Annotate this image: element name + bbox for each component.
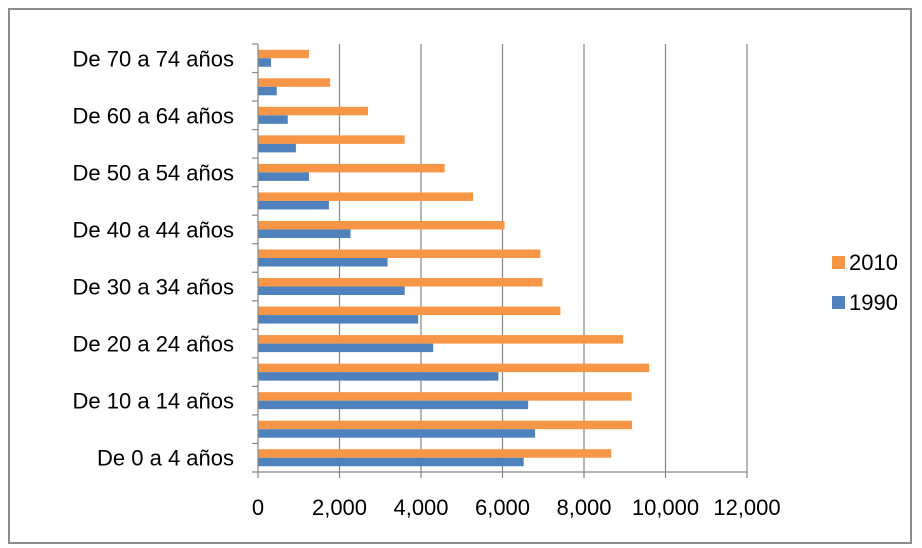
x-tick-label: 4,000 — [393, 495, 448, 520]
category-label: De 60 a 64 años — [73, 103, 234, 128]
bar-2010 — [258, 49, 309, 59]
bar-1990 — [258, 343, 434, 353]
bar-1990 — [258, 457, 524, 467]
bar-1990 — [258, 58, 272, 67]
bar-2010 — [258, 249, 541, 258]
x-tick-labels: 0 2,000 4,000 6,000 8,000 10,000 12,000 — [252, 495, 781, 520]
axes — [252, 43, 748, 478]
x-tick-label: 0 — [252, 495, 264, 520]
category-label: De 40 a 44 años — [73, 217, 234, 242]
bar-2010 — [258, 163, 445, 173]
bar-2010 — [258, 135, 405, 144]
category-labels: De 0 a 4 años De 10 a 14 años De 20 a 24 a… — [73, 46, 234, 470]
category-label: De 70 a 74 años — [73, 46, 234, 71]
bar-1990 — [258, 400, 529, 410]
category-label: De 10 a 14 años — [73, 389, 234, 414]
bar-2010 — [258, 220, 505, 230]
legend: 2010 1990 — [832, 250, 898, 315]
bar-1990 — [258, 115, 288, 124]
bar-1990 — [258, 172, 309, 181]
x-tick-label: 12,000 — [713, 495, 780, 520]
category-label: De 0 a 4 años — [97, 446, 234, 471]
bar-1990 — [258, 315, 419, 324]
category-label: De 50 a 54 años — [73, 160, 234, 185]
bar-2010 — [258, 363, 650, 373]
bar-2010 — [258, 278, 543, 287]
bar-1990 — [258, 286, 405, 296]
category-label: De 30 a 34 años — [73, 275, 234, 300]
legend-swatch-1990 — [832, 296, 845, 309]
category-label: De 20 a 24 años — [73, 332, 234, 357]
bar-1990 — [258, 372, 499, 381]
bar-1990 — [258, 143, 296, 153]
bar-2010 — [258, 392, 632, 401]
x-tick-label: 10,000 — [632, 495, 699, 520]
bars — [258, 49, 650, 467]
bar-1990 — [258, 86, 277, 96]
bar-2010 — [258, 306, 561, 316]
bar-2010 — [258, 449, 612, 458]
bar-2010 — [258, 78, 331, 87]
x-tick-label: 6,000 — [475, 495, 530, 520]
bar-1990 — [258, 258, 388, 267]
bar-2010 — [258, 420, 633, 430]
bar-1990 — [258, 429, 536, 438]
legend-label-1990: 1990 — [849, 290, 898, 315]
bar-1990 — [258, 200, 329, 210]
legend-swatch-2010 — [832, 256, 845, 269]
x-tick-label: 2,000 — [312, 495, 367, 520]
bar-1990 — [258, 229, 351, 238]
bar-2010 — [258, 106, 369, 116]
legend-label-2010: 2010 — [849, 250, 898, 275]
bar-2010 — [258, 192, 474, 201]
bar-2010 — [258, 335, 624, 344]
x-tick-label: 8,000 — [556, 495, 611, 520]
